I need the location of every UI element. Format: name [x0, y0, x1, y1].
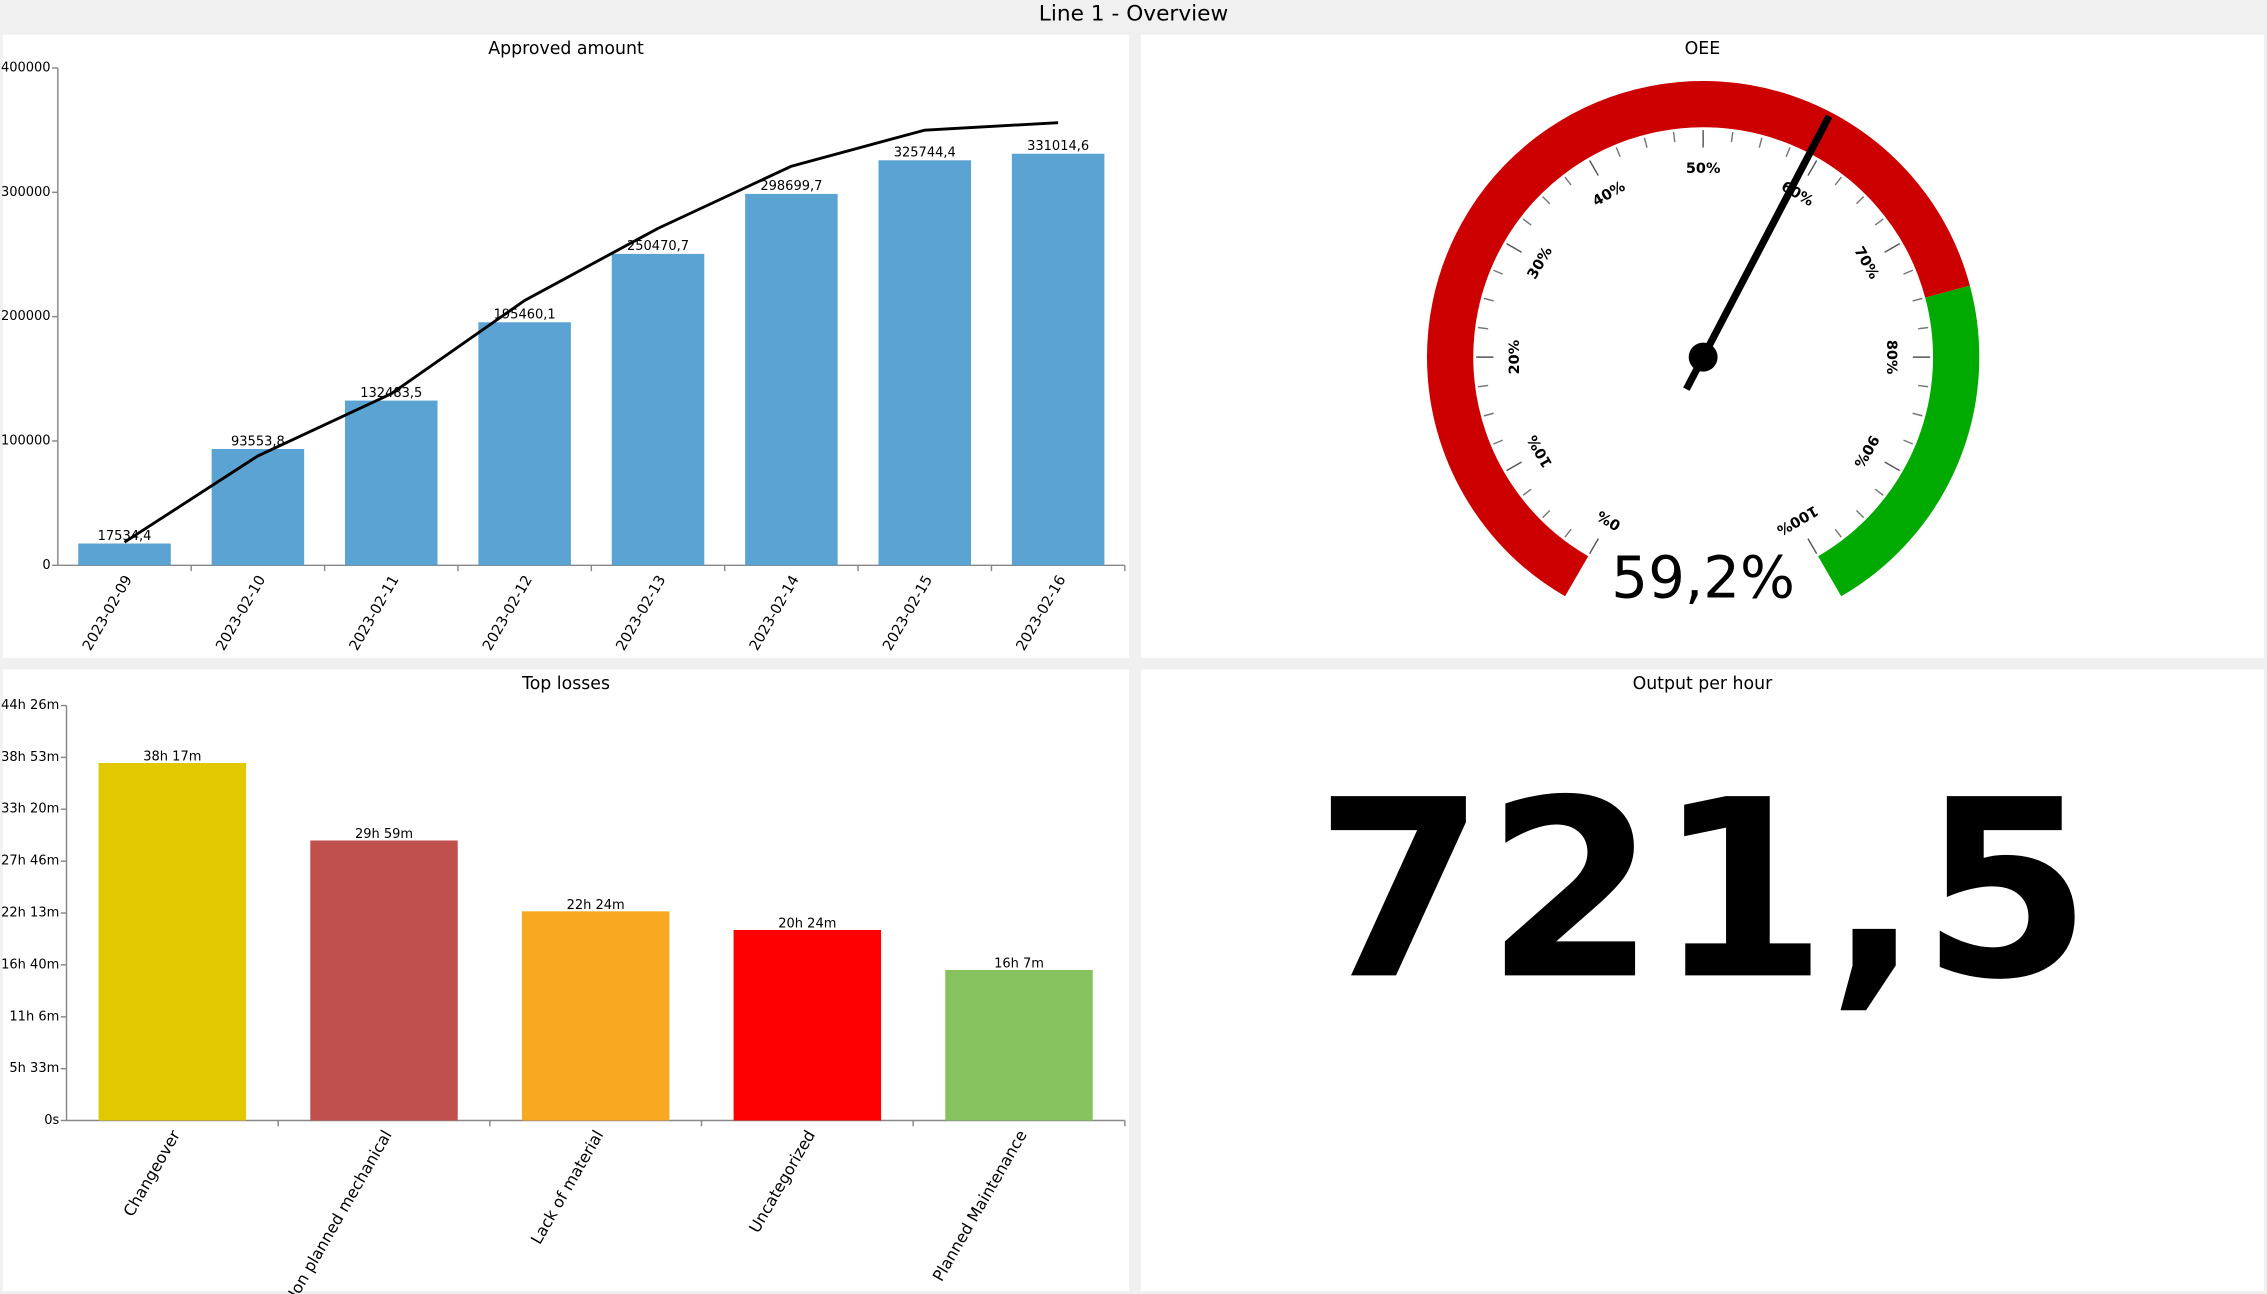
gauge-minor-tick — [1643, 137, 1648, 148]
gauge-minor-tick — [1542, 509, 1551, 519]
gauge-minor-tick — [1785, 147, 1791, 158]
value-label: 22h 24m — [567, 898, 625, 913]
value-label: 38h 17m — [143, 750, 201, 765]
gauge-tick-label: 50% — [1686, 161, 1721, 177]
gauge-minor-tick — [1493, 439, 1504, 445]
value-label: 298699,7 — [760, 179, 822, 194]
y-tick-label: 100000 — [1, 433, 51, 448]
gauge-tick — [1589, 160, 1599, 176]
gauge-minor-tick — [1564, 176, 1572, 186]
y-tick-label: 300000 — [1, 185, 51, 200]
gauge-minor-tick — [1758, 137, 1763, 148]
gauge-minor-tick — [1522, 488, 1532, 496]
gauge-minor-tick — [1477, 384, 1489, 388]
value-label: 20h 24m — [778, 917, 836, 932]
bar — [878, 160, 972, 566]
y-tick-label: 27h 46m — [1, 854, 59, 869]
gauge-minor-tick — [1483, 297, 1494, 302]
value-label: 331014,6 — [1027, 139, 1089, 154]
panel-title: Approved amount — [488, 39, 644, 59]
gauge-minor-tick — [1855, 509, 1865, 519]
y-tick-label: 44h 26m — [1, 698, 59, 713]
gauge-minor-tick — [1855, 196, 1865, 205]
value-label: 16h 7m — [994, 957, 1044, 972]
gauge-tick — [1589, 538, 1599, 555]
bar — [345, 400, 438, 566]
gauge-minor-tick — [1542, 196, 1551, 205]
gauge-minor-tick — [1493, 269, 1504, 275]
gauge-hub — [1688, 342, 1718, 372]
value-label: 250470,7 — [627, 239, 689, 254]
value-label: 325744,4 — [894, 146, 956, 161]
bar — [945, 969, 1093, 1121]
bar — [733, 929, 882, 1121]
value-label: 93553,8 — [231, 434, 285, 449]
y-tick-label: 0 — [42, 558, 50, 573]
gauge-tick — [1506, 242, 1522, 253]
gauge-value: 59,2% — [1611, 543, 1795, 611]
gauge-minor-tick — [1903, 269, 1914, 275]
panel — [1140, 669, 2265, 1292]
y-tick-label: 0s — [44, 1113, 59, 1128]
gauge-tick-label: 80% — [1883, 340, 1899, 375]
gauge-minor-tick — [1874, 488, 1884, 496]
gauge-minor-tick — [1912, 297, 1923, 302]
gauge-band — [1817, 285, 1980, 597]
gauge-needle — [1683, 114, 1833, 391]
line — [123, 121, 1059, 544]
gauge-minor-tick — [1564, 528, 1572, 538]
gauge-minor-tick — [1874, 218, 1884, 226]
y-tick-label: 22h 13m — [1, 906, 59, 921]
bar — [521, 911, 670, 1121]
gauge-tick-label: 20% — [1507, 340, 1523, 375]
y-tick-label: 16h 40m — [1, 957, 59, 972]
gauge-minor-tick — [1730, 131, 1734, 143]
y-tick-label: 400000 — [1, 60, 51, 75]
y-tick-label: 38h 53m — [1, 750, 59, 765]
y-tick-label: 5h 33m — [9, 1061, 59, 1076]
bar — [211, 448, 305, 566]
gauge-minor-tick — [1522, 218, 1532, 226]
bar — [78, 543, 171, 566]
value-label: 29h 59m — [355, 827, 413, 842]
panel-title: OEE — [1685, 39, 1721, 59]
y-tick-label: 11h 6m — [9, 1009, 59, 1024]
gauge-minor-tick — [1615, 147, 1621, 158]
bar — [611, 253, 705, 566]
gauge-minor-tick — [1672, 131, 1676, 143]
bar — [98, 762, 247, 1121]
gauge-tick — [1884, 461, 1901, 472]
panel-title: Top losses — [521, 674, 610, 694]
gauge-minor-tick — [1903, 439, 1914, 445]
bar — [1011, 153, 1105, 566]
gauge-tick — [1807, 538, 1818, 555]
gauge-tick — [1506, 461, 1522, 472]
bar — [310, 840, 458, 1121]
bar — [478, 322, 571, 566]
gauge-minor-tick — [1834, 176, 1842, 186]
gauge-minor-tick — [1834, 528, 1842, 538]
gauge-minor-tick — [1477, 326, 1489, 330]
gauge-tick — [1884, 242, 1901, 253]
page-title: Line 1 - Overview — [1039, 1, 1228, 26]
gauge-tick — [1807, 160, 1818, 176]
panel-title: Output per hour — [1633, 674, 1774, 694]
gauge-minor-tick — [1912, 412, 1923, 417]
kpi-value: 721,5 — [1314, 747, 2091, 1033]
y-tick-label: 33h 20m — [1, 802, 59, 817]
gauge-band — [1427, 80, 1970, 597]
y-tick-label: 200000 — [1, 309, 51, 324]
bar — [745, 193, 838, 566]
gauge-minor-tick — [1918, 384, 1929, 388]
gauge-minor-tick — [1483, 412, 1494, 417]
gauge-minor-tick — [1918, 326, 1929, 330]
